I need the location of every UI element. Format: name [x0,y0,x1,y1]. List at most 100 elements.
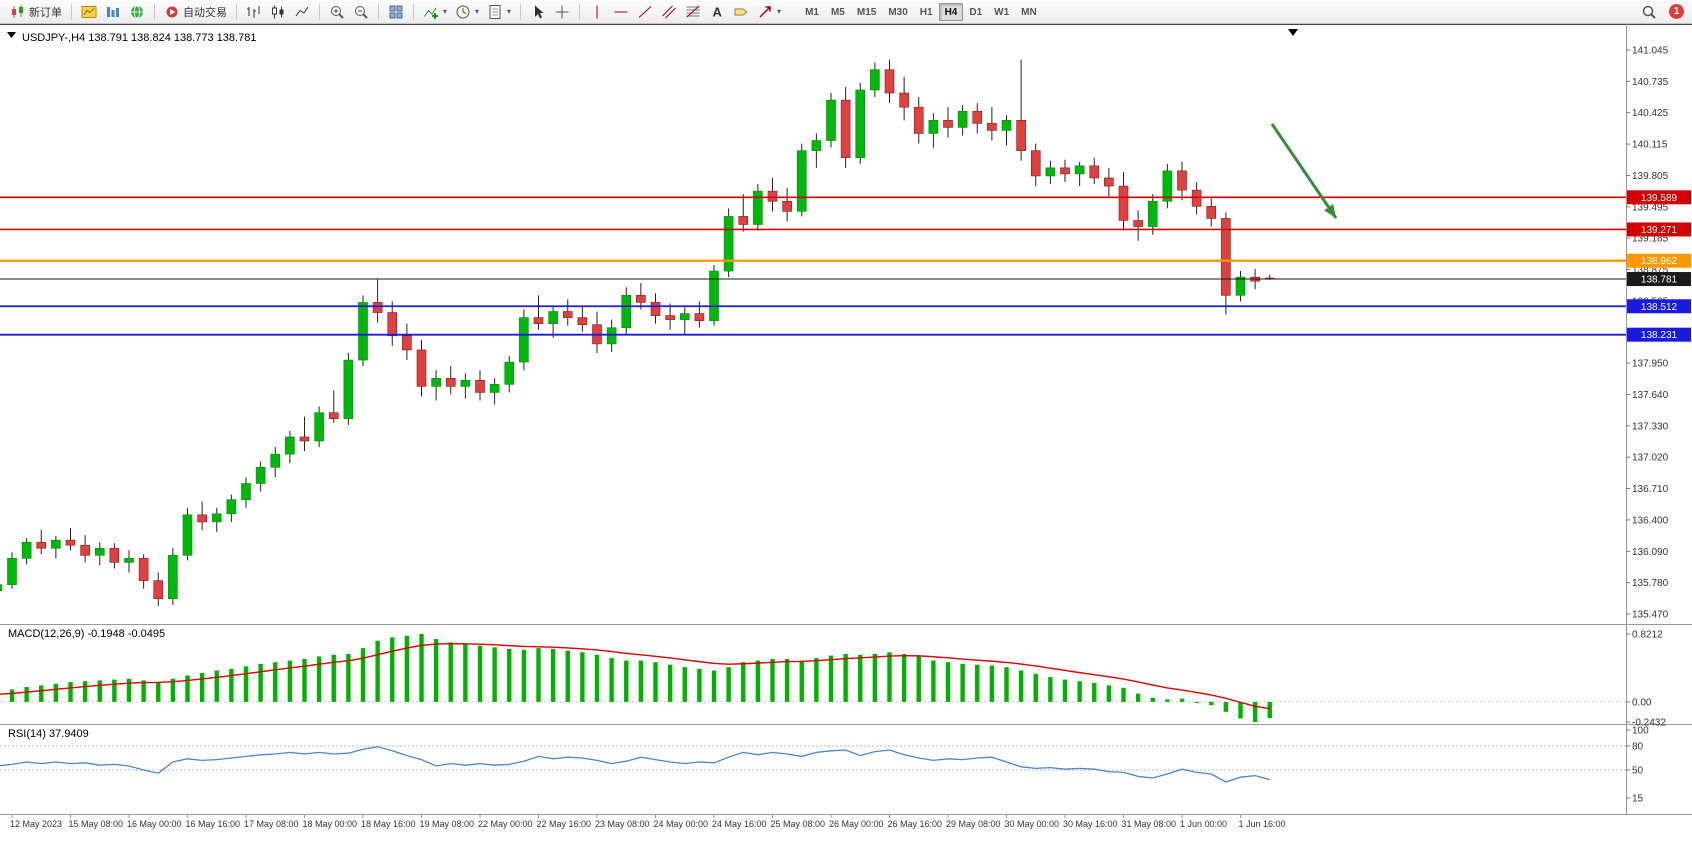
trendline-button[interactable] [633,2,657,22]
price-badge [1627,190,1691,205]
scroll-end-marker-icon[interactable] [1288,29,1298,36]
chevron-down-icon: ▾ [777,7,782,16]
toolbar-separator [378,3,379,20]
chart-canvas[interactable]: 141.045 140.735 140.425 140.115 139.805 139.4… [0,24,1692,865]
price-badge [1627,222,1691,237]
svg-text:19 May 08:00: 19 May 08:00 [420,819,475,829]
toolbar-separator [236,3,237,20]
svg-text:31 May 08:00: 31 May 08:00 [1122,819,1177,829]
svg-text:26 May 16:00: 26 May 16:00 [888,819,943,829]
svg-text:136.400: 136.400 [1632,515,1669,526]
timeframe-m5-button[interactable]: M5 [830,6,845,18]
cursor-icon [535,5,544,18]
svg-text:16 May 00:00: 16 May 00:00 [127,819,182,829]
timeframe-m1-button[interactable]: M1 [805,6,819,18]
template-icon [489,4,501,19]
cursor-button[interactable] [526,2,550,22]
bar-chart-button[interactable] [242,2,266,22]
svg-text:136.710: 136.710 [1632,484,1669,495]
svg-text:1 Jun 16:00: 1 Jun 16:00 [1239,819,1286,829]
label-button[interactable] [729,2,753,22]
notification-badge[interactable]: 1 [1669,4,1684,19]
clock-icon [456,5,470,18]
svg-text:140.115: 140.115 [1632,140,1668,151]
timeframe-w1-button[interactable]: W1 [994,6,1010,18]
chart-yellow-icon [81,5,97,18]
svg-text:137.640: 137.640 [1632,390,1669,401]
zoom-out-button[interactable] [349,2,373,22]
rsi-scale-label: 80 [1632,742,1644,753]
toolbar-separator [413,3,414,20]
svg-text:23 May 08:00: 23 May 08:00 [595,819,650,829]
timeframe-h4-button[interactable]: H4 [938,2,964,21]
search-button[interactable] [1637,2,1661,22]
arrows-button[interactable]: ▾ [753,2,785,22]
channel-button[interactable] [657,2,681,22]
price-badge [1627,327,1691,342]
svg-text:139.495: 139.495 [1632,202,1669,213]
svg-text:138.512: 138.512 [1641,302,1678,313]
macd-scale-label: 0.8212 [1632,630,1663,641]
new-chart-button[interactable] [77,2,101,22]
templates-button[interactable]: ▾ [483,2,515,22]
timeframe-h1-button[interactable]: H1 [919,6,933,18]
rsi-line [0,746,1270,783]
svg-text:30 May 16:00: 30 May 16:00 [1063,819,1118,829]
macd-label: MACD(12,26,9) -0.1948 -0.0495 [8,628,165,640]
timeframe-m15-button[interactable]: M15 [856,6,877,18]
timeframe-bar: M1 M5 M15 M30 H1 H4 D1 W1 MN [799,2,1043,21]
globe-icon [131,5,143,18]
svg-text:136.090: 136.090 [1632,547,1669,558]
web-trading-button[interactable] [125,2,149,22]
fibo-icon [686,5,700,17]
auto-trading-button[interactable]: 自动交易 [160,2,231,22]
text-button[interactable]: A [705,2,729,22]
svg-text:18 May 16:00: 18 May 16:00 [361,819,416,829]
svg-text:24 May 00:00: 24 May 00:00 [654,819,709,829]
tile-windows-button[interactable] [384,2,408,22]
text-icon: A [713,4,723,19]
svg-text:140.735: 140.735 [1632,77,1669,88]
bars-icon [247,5,260,18]
svg-text:139.185: 139.185 [1632,234,1669,245]
chart-menu-marker-icon[interactable] [7,32,16,38]
candlestick-series [0,69,1275,600]
zoom-in-button[interactable] [325,2,349,22]
chart-graphics: 141.045 140.735 140.425 140.115 139.805 139.4… [0,24,1692,829]
auto-trading-button-label: 自动交易 [183,6,227,19]
new-order-button[interactable]: 新订单 [6,2,66,22]
indicators-icon [424,7,438,19]
fibonacci-button[interactable] [681,2,705,22]
zoom-in-icon [331,5,344,19]
candlestick-chart-button[interactable] [266,2,290,22]
price-level-lines[interactable]: 139.589 139.271 138.962 138.781 138.512 138.2… [0,190,1691,342]
rsi-label: RSI(14) 37.9409 [8,728,89,740]
indicators-button[interactable]: ▾ [419,2,451,22]
toolbar-separator [154,3,155,20]
line-chart-button[interactable] [290,2,314,22]
new-order-button-label: 新订单 [29,6,62,19]
rsi-scale-label: 15 [1632,794,1644,805]
price-badge [1627,253,1691,268]
depth-icon [107,6,119,17]
hline-icon [614,11,628,12]
svg-text:A: A [713,4,723,19]
chart-window[interactable]: 141.045 140.735 140.425 140.115 139.805 139.4… [0,24,1692,865]
timeframe-mn-button[interactable]: MN [1021,6,1037,18]
market-depth-button[interactable] [101,2,125,22]
vertical-line-button[interactable] [585,2,609,22]
crosshair-button[interactable] [550,2,574,22]
search-icon [1642,5,1656,19]
chevron-down-icon: ▾ [443,7,448,16]
timeframe-d1-button[interactable]: D1 [969,6,983,18]
svg-text:138.962: 138.962 [1641,256,1678,267]
price-badge [1627,272,1691,287]
svg-text:16 May 16:00: 16 May 16:00 [186,819,241,829]
horizontal-line-button[interactable] [609,2,633,22]
svg-text:15 May 08:00: 15 May 08:00 [69,819,124,829]
periods-button[interactable]: ▾ [451,2,483,22]
svg-text:139.589: 139.589 [1641,193,1678,204]
timeframe-m30-button[interactable]: M30 [888,6,908,18]
vline-icon [596,5,598,18]
arrow-annotation[interactable] [1270,123,1338,219]
